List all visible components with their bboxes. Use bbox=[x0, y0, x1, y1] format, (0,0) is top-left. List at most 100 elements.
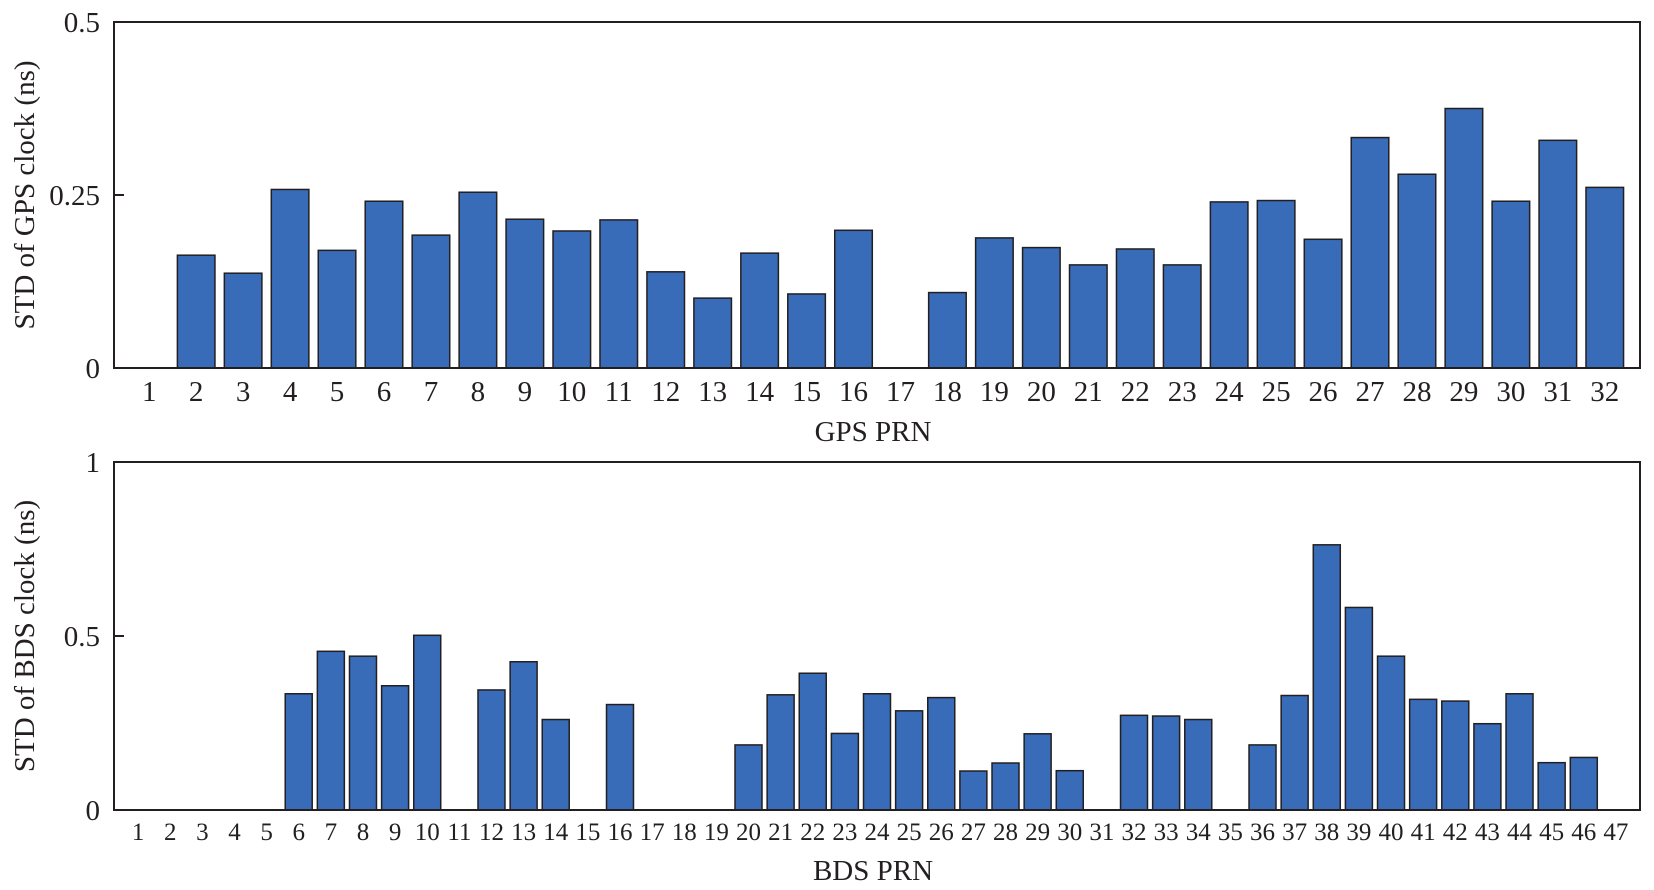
gps-chart: 00.250.51 2 3 4 5 6 7 8 9 10 11 12 13 14 15 16 17 18 19 20 2… bbox=[9, 7, 1641, 448]
gps-bar-prn-2 bbox=[176, 254, 216, 369]
bds-x-tick-label: 46 bbox=[1571, 819, 1596, 846]
gps-x-tick-label: 14 bbox=[745, 376, 775, 408]
gps-x-tick-label: 16 bbox=[839, 376, 868, 408]
bds-bar-prn-9 bbox=[380, 685, 410, 811]
bds-bar-prn-26 bbox=[927, 696, 956, 811]
gps-x-tick-label: 11 bbox=[605, 376, 633, 408]
bds-bar-prn-38 bbox=[1312, 544, 1342, 811]
gps-bar-prn-5 bbox=[317, 249, 357, 369]
gps-x-tick-label: 6 bbox=[377, 376, 392, 408]
gps-x-tick-label: 4 bbox=[283, 376, 298, 408]
gps-bar-prn-31 bbox=[1538, 139, 1578, 369]
bds-bar-prn-14 bbox=[541, 718, 570, 811]
bds-x-tick-label: 17 bbox=[640, 819, 665, 846]
bds-x-tick-label: 39 bbox=[1346, 819, 1371, 846]
bds-bar-prn-30 bbox=[1055, 769, 1085, 811]
bds-bar-prn-32 bbox=[1119, 714, 1149, 811]
gps-x-tick-label: 5 bbox=[330, 376, 345, 408]
bds-x-tick-label: 31 bbox=[1089, 819, 1114, 846]
bds-x-tick-label: 34 bbox=[1186, 819, 1212, 846]
bds-x-tick-label: 45 bbox=[1539, 819, 1564, 846]
bds-bar-prn-45 bbox=[1537, 761, 1566, 811]
gps-bar-prn-9 bbox=[505, 218, 545, 369]
bds-x-tick-label: 30 bbox=[1057, 819, 1082, 846]
gps-bar-prn-13 bbox=[693, 297, 733, 369]
bds-x-tick-label: 2 bbox=[164, 819, 177, 846]
bds-x-tick-label: 20 bbox=[736, 819, 761, 846]
gps-y-tick-label: 0 bbox=[86, 353, 101, 385]
gps-bar-prn-27 bbox=[1350, 136, 1390, 369]
gps-y-tick-label: 0.25 bbox=[49, 180, 100, 212]
bds-x-tick-label: 27 bbox=[961, 819, 986, 846]
bds-bar-prn-46 bbox=[1569, 756, 1599, 811]
gps-x-tick-label: 23 bbox=[1168, 376, 1197, 408]
bds-x-tick-label: 13 bbox=[511, 819, 536, 846]
gps-x-tick-label: 13 bbox=[698, 376, 727, 408]
bds-bar-prn-10 bbox=[412, 634, 442, 811]
gps-bar-prn-25 bbox=[1256, 199, 1296, 369]
bds-x-tick-label: 15 bbox=[575, 819, 600, 846]
bds-x-tick-label: 4 bbox=[228, 819, 241, 846]
bds-x-tick-label: 22 bbox=[800, 819, 825, 846]
bds-x-tick-label: 1 bbox=[132, 819, 145, 846]
bds-y-tick-label: 1 bbox=[86, 447, 101, 479]
bds-y-tick-label: 0.5 bbox=[64, 621, 100, 653]
gps-y-tick-label: 0.5 bbox=[64, 7, 100, 39]
bds-bar-prn-27 bbox=[959, 770, 988, 811]
bds-bar-prn-13 bbox=[509, 661, 538, 811]
gps-bar-prn-15 bbox=[787, 293, 827, 369]
bds-bar-prn-12 bbox=[477, 689, 506, 811]
gps-bar-prn-3 bbox=[223, 272, 263, 369]
gps-x-tick-label: 22 bbox=[1121, 376, 1150, 408]
gps-x-tick-label: 32 bbox=[1590, 376, 1619, 408]
gps-bar-prn-30 bbox=[1491, 200, 1531, 369]
bds-x-tick-label: 6 bbox=[292, 819, 305, 846]
gps-bar-prn-26 bbox=[1303, 238, 1343, 369]
gps-x-tick-label: 26 bbox=[1309, 376, 1338, 408]
bds-bar-prn-42 bbox=[1441, 700, 1470, 811]
gps-bar-prn-6 bbox=[364, 200, 404, 369]
bds-bar-prn-16 bbox=[605, 703, 635, 811]
bds-bar-prn-36 bbox=[1248, 744, 1277, 811]
bds-x-tick-label: 35 bbox=[1218, 819, 1243, 846]
bds-x-tick-label: 47 bbox=[1603, 819, 1628, 846]
bds-bar-prn-33 bbox=[1151, 715, 1181, 811]
gps-bar-prn-10 bbox=[552, 230, 592, 369]
gps-x-tick-label: 30 bbox=[1496, 376, 1525, 408]
bds-y-tick-label: 0 bbox=[86, 795, 101, 827]
bds-y-axis-title: STD of BDS clock (ns) bbox=[9, 500, 41, 772]
gps-bar-prn-29 bbox=[1444, 107, 1484, 369]
bds-x-tick-label: 42 bbox=[1443, 819, 1468, 846]
bds-bar-prn-22 bbox=[798, 672, 827, 811]
bds-x-tick-label: 7 bbox=[325, 819, 338, 846]
bds-x-tick-label: 3 bbox=[196, 819, 209, 846]
bds-x-tick-label: 12 bbox=[479, 819, 504, 846]
bds-bar-prn-34 bbox=[1184, 718, 1213, 811]
bds-x-tick-label: 23 bbox=[832, 819, 857, 846]
bds-bar-prn-43 bbox=[1473, 722, 1502, 811]
bds-bar-prn-23 bbox=[830, 732, 860, 811]
bds-x-axis-title: BDS PRN bbox=[813, 855, 933, 887]
bds-x-tick-label: 21 bbox=[768, 819, 793, 846]
gps-bar-prn-16 bbox=[833, 229, 874, 369]
bds-bar-prn-7 bbox=[316, 650, 346, 811]
bds-x-tick-label: 41 bbox=[1411, 819, 1436, 846]
gps-x-tick-label: 25 bbox=[1262, 376, 1291, 408]
gps-bar-prn-4 bbox=[270, 188, 310, 369]
bds-bar-prn-20 bbox=[734, 744, 763, 811]
gps-bar-prn-28 bbox=[1397, 173, 1437, 369]
gps-bar-prn-19 bbox=[974, 237, 1014, 369]
gps-bar-prn-7 bbox=[411, 234, 451, 369]
gps-x-tick-label: 12 bbox=[651, 376, 680, 408]
gps-bar-prn-22 bbox=[1115, 248, 1155, 369]
gps-x-tick-label: 29 bbox=[1449, 376, 1478, 408]
bds-bar-prn-24 bbox=[862, 693, 892, 811]
gps-x-tick-label: 19 bbox=[980, 376, 1009, 408]
gps-x-tick-label: 21 bbox=[1074, 376, 1103, 408]
gps-x-tick-label: 3 bbox=[236, 376, 251, 408]
bds-bar-prn-21 bbox=[766, 694, 795, 811]
bds-x-tick-label: 29 bbox=[1025, 819, 1050, 846]
bds-x-tick-label: 43 bbox=[1475, 819, 1500, 846]
gps-bar-prn-21 bbox=[1068, 264, 1108, 369]
